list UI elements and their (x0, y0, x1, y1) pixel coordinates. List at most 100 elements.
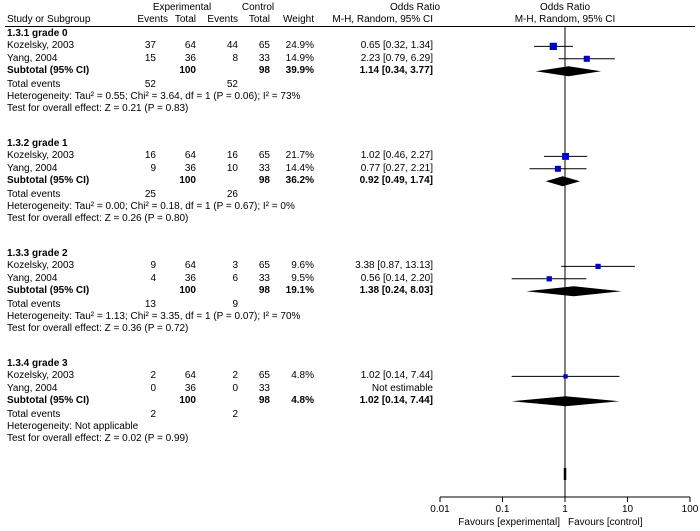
heterogeneity-text: Heterogeneity: Tau² = 1.13; Chi² = 3.35,… (7, 311, 301, 322)
heterogeneity-text: Heterogeneity: Not applicable (7, 421, 139, 432)
subtotal-odds-ratio-ci: 1.02 [0.14, 7.44] (359, 395, 433, 407)
subtotal-control-total: 98 (258, 175, 270, 187)
experimental-events: 4 (150, 272, 156, 284)
subtotal-label: Subtotal (95% CI) (7, 175, 90, 187)
subtotal-odds-ratio-ci: 1.14 [0.34, 3.77] (359, 65, 433, 77)
experimental-total-header: Total (174, 14, 196, 25)
experimental-events: 2 (150, 370, 156, 382)
study-name: Kozelsky, 2003 (7, 260, 75, 272)
header-rule (5, 26, 695, 27)
subtotal-experimental-total: 100 (179, 175, 196, 187)
subtotal-weight: 4.8% (291, 395, 314, 407)
study-name: Kozelsky, 2003 (7, 150, 75, 162)
subtotal-odds-ratio-ci: 0.92 [0.49, 1.74] (359, 175, 433, 187)
total-events-experimental: 2 (150, 408, 156, 420)
study-name: Yang, 2004 (7, 382, 58, 394)
study-point-estimate (595, 263, 601, 270)
control-total: 33 (258, 382, 270, 394)
study-weight: 9.6% (291, 260, 314, 272)
control-events: 8 (232, 52, 238, 64)
control-total: 33 (258, 272, 270, 284)
control-events-header: Events (207, 14, 238, 25)
study-name: Yang, 2004 (7, 272, 58, 284)
experimental-events: 37 (144, 40, 156, 52)
total-events-control: 9 (232, 298, 238, 310)
experimental-events: 9 (150, 260, 156, 272)
study-odds-ratio-ci: 0.77 [0.27, 2.21] (360, 162, 433, 174)
subtotal-label: Subtotal (95% CI) (7, 395, 90, 407)
subtotal-weight: 19.1% (285, 285, 314, 297)
experimental-total: 36 (184, 382, 196, 394)
experimental-total: 64 (184, 370, 196, 382)
total-events-experimental: 52 (144, 78, 156, 90)
subtotal-diamond (526, 286, 622, 297)
odds-ratio-group-header-left: Odds Ratio (389, 2, 441, 13)
study-odds-ratio-ci: 3.38 [0.87, 13.13] (355, 260, 433, 272)
x-tick-label: 0.1 (495, 504, 510, 515)
study-point-estimate (583, 55, 590, 62)
subtotal-control-total: 98 (258, 395, 270, 407)
control-events: 44 (226, 40, 238, 52)
control-events: 3 (232, 260, 238, 272)
heterogeneity-text: Heterogeneity: Tau² = 0.55; Chi² = 3.64,… (7, 91, 301, 102)
study-name: Kozelsky, 2003 (7, 370, 75, 382)
ci-header-left: M-H, Random, 95% CI (332, 14, 433, 25)
overall-effect-text: Test for overall effect: Z = 0.36 (P = 0… (7, 323, 189, 335)
experimental-events: 16 (144, 150, 156, 162)
control-total: 33 (258, 52, 270, 64)
subtotal-diamond (535, 66, 602, 77)
study-point-estimate (554, 165, 561, 172)
control-events: 6 (232, 272, 238, 284)
subtotal-label: Subtotal (95% CI) (7, 285, 90, 297)
x-tick-label: 10 (621, 504, 634, 515)
total-events-label: Total events (7, 78, 61, 90)
weight-header: Weight (283, 14, 314, 25)
total-events-control: 2 (232, 408, 238, 420)
study-weight: 24.9% (285, 40, 314, 52)
subtotal-control-total: 98 (258, 285, 270, 297)
control-events: 2 (232, 370, 238, 382)
subtotal-control-total: 98 (258, 65, 270, 77)
overall-effect-text: Test for overall effect: Z = 0.21 (P = 0… (7, 103, 189, 115)
subtotal-weight: 36.2% (285, 175, 314, 187)
study-odds-ratio-ci: 0.56 [0.14, 2.20] (360, 272, 433, 284)
subgroup-title: 1.3.1 grade 0 (7, 28, 68, 39)
experimental-events-header: Events (137, 14, 168, 25)
total-events-experimental: 13 (144, 298, 156, 310)
control-events: 10 (226, 162, 238, 174)
x-tick-label: 0.01 (430, 504, 450, 515)
subtotal-diamond (511, 396, 620, 407)
experimental-group-header: Experimental (152, 2, 212, 13)
study-name: Yang, 2004 (7, 52, 58, 64)
x-tick-label: 1 (562, 504, 568, 515)
subgroup-title: 1.3.3 grade 2 (7, 248, 68, 259)
experimental-total: 36 (184, 272, 196, 284)
experimental-total: 36 (184, 52, 196, 64)
control-total: 65 (258, 260, 270, 272)
control-total: 65 (258, 40, 270, 52)
subgroup-title: 1.3.2 grade 1 (7, 138, 68, 149)
subtotal-diamond (545, 176, 581, 187)
control-events: 0 (232, 382, 238, 394)
study-point-estimate (546, 276, 552, 282)
control-events: 16 (226, 150, 238, 162)
control-total: 33 (258, 162, 270, 174)
experimental-events: 15 (144, 52, 156, 64)
experimental-total: 64 (184, 150, 196, 162)
experimental-events: 9 (150, 162, 156, 174)
study-weight: 14.4% (285, 162, 314, 174)
total-events-control: 52 (226, 78, 238, 90)
control-group-header: Control (241, 2, 275, 13)
x-tick-label: 100 (681, 504, 699, 515)
overall-effect-text: Test for overall effect: Z = 0.02 (P = 0… (7, 433, 189, 445)
study-odds-ratio-ci: 0.65 [0.32, 1.34] (360, 40, 433, 52)
control-total-header: Total (248, 14, 270, 25)
study-point-estimate (562, 152, 569, 160)
total-events-label: Total events (7, 298, 61, 310)
subtotal-odds-ratio-ci: 1.38 [0.24, 8.03] (359, 285, 433, 297)
study-name: Yang, 2004 (7, 162, 58, 174)
study-point-estimate (549, 42, 557, 51)
total-events-experimental: 25 (144, 188, 156, 200)
favours-control-label: Favours [control] (568, 517, 643, 528)
